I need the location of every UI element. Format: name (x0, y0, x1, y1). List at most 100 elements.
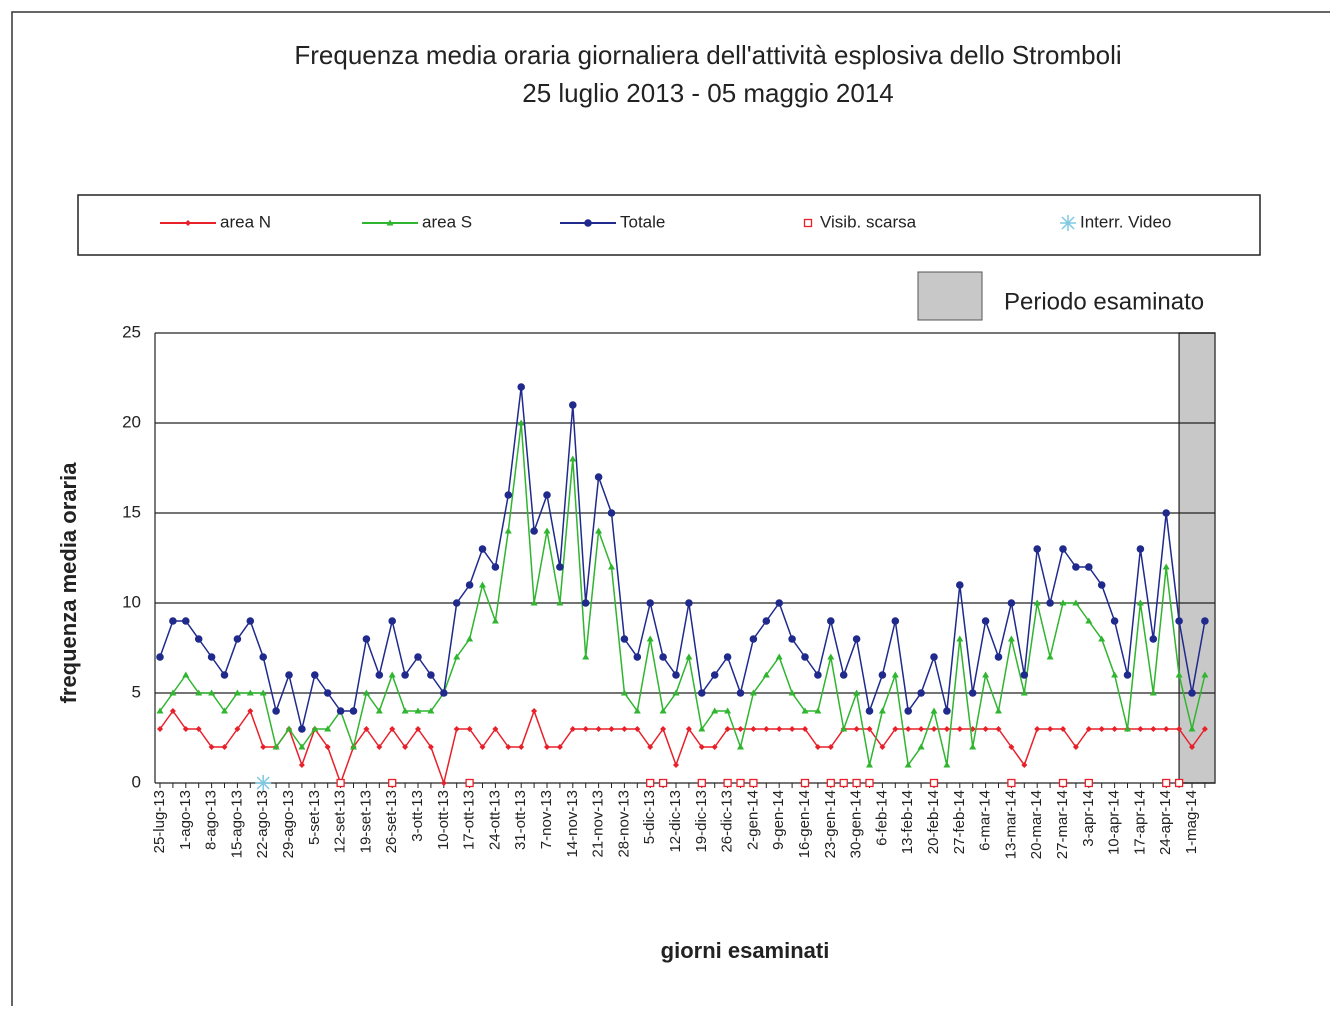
point (234, 726, 241, 732)
point (1058, 778, 1068, 788)
x-tick-label: 10-ott-13 (435, 790, 452, 850)
point (646, 778, 655, 788)
point (1189, 744, 1195, 750)
point (208, 689, 216, 696)
point (388, 671, 396, 678)
x-tick-label: 8-ago-13 (203, 790, 220, 850)
legend-marker (1060, 215, 1076, 231)
point (1072, 599, 1080, 606)
legend-label: area N (220, 212, 271, 231)
point (1021, 762, 1028, 768)
point (311, 725, 319, 732)
point (504, 491, 513, 499)
point (466, 635, 474, 642)
point (440, 780, 447, 786)
point (646, 635, 654, 642)
x-tick-label: 20-feb-14 (925, 790, 942, 854)
point (1033, 599, 1041, 606)
y-tick-label: 25 (122, 322, 141, 341)
point (840, 725, 848, 732)
point (1136, 545, 1145, 553)
point (517, 419, 525, 426)
point (878, 707, 886, 714)
x-tick-label: 3-apr-14 (1080, 790, 1097, 847)
point (789, 726, 796, 732)
point (544, 744, 550, 750)
point (698, 744, 705, 750)
point (1046, 599, 1054, 607)
x-tick-label: 24-apr-14 (1157, 790, 1174, 855)
point (1007, 778, 1016, 788)
point (233, 635, 242, 643)
point (723, 778, 732, 788)
point (388, 778, 397, 788)
legend-marker (185, 220, 191, 226)
point (802, 726, 808, 732)
point (956, 635, 964, 642)
point (543, 491, 551, 499)
point (891, 617, 900, 625)
point (530, 599, 538, 606)
point (220, 671, 229, 679)
series-line (159, 386, 1206, 730)
point (1163, 726, 1170, 732)
point (1007, 635, 1015, 642)
point (660, 726, 667, 732)
point (763, 726, 770, 732)
point (866, 761, 873, 768)
point (930, 653, 938, 661)
point (311, 671, 319, 679)
point (879, 744, 886, 750)
point (1149, 635, 1158, 643)
x-tick-label: 27-mar-14 (1054, 790, 1071, 859)
point (401, 671, 409, 679)
point (388, 617, 397, 625)
point (995, 726, 1002, 732)
point (608, 563, 615, 570)
point (465, 778, 474, 788)
highlight-band (1178, 332, 1216, 784)
x-tick-label: 13-feb-14 (899, 790, 916, 854)
point (233, 689, 241, 696)
point (994, 653, 1003, 661)
point (530, 527, 538, 535)
point (762, 671, 770, 678)
point (336, 707, 345, 715)
point (982, 726, 989, 732)
point (865, 778, 874, 788)
point (363, 726, 370, 732)
x-tick-label: 6-feb-14 (873, 790, 890, 846)
point (595, 726, 602, 732)
point (1175, 617, 1183, 625)
point (1201, 671, 1209, 678)
point (375, 671, 384, 679)
x-tick-label: 28-nov-13 (615, 790, 632, 858)
point (685, 726, 692, 732)
point (492, 726, 499, 732)
point (865, 707, 874, 715)
point (634, 726, 641, 732)
point (788, 635, 796, 643)
point (1007, 599, 1016, 607)
legend-marker (386, 219, 394, 226)
point (801, 707, 809, 714)
point (852, 635, 861, 643)
point (157, 726, 163, 732)
point (814, 671, 822, 679)
point (633, 707, 641, 714)
point (1201, 726, 1208, 732)
x-tick-label: 1-mag-14 (1183, 790, 1200, 854)
x-tick-label: 6-mar-14 (977, 790, 994, 851)
point (285, 725, 293, 732)
point (1072, 744, 1079, 750)
point (1150, 726, 1157, 732)
point (1084, 778, 1093, 788)
point (324, 725, 332, 732)
legend-label: Interr. Video (1080, 212, 1171, 231)
x-tick-label: 30-gen-14 (848, 790, 865, 858)
point (298, 725, 306, 733)
x-tick-label: 5-set-13 (306, 790, 323, 845)
point (389, 726, 396, 732)
point (1085, 563, 1093, 571)
point (1059, 545, 1067, 553)
